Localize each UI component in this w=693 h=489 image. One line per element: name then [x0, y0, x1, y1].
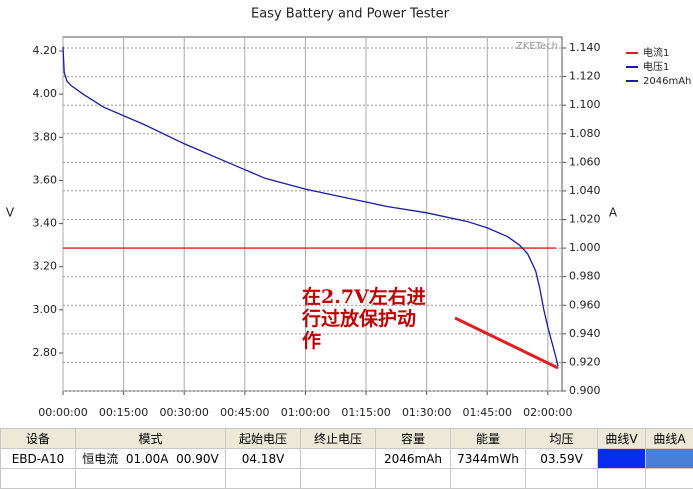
y2-tick-label: 1.060 — [569, 155, 601, 168]
y2-tick-label: 0.940 — [569, 327, 601, 340]
y2-tick-label: 1.000 — [569, 241, 601, 254]
y2-tick-label: 1.020 — [569, 213, 601, 226]
y2-tick-label: 1.140 — [569, 41, 601, 54]
chart: Easy Battery and Power Tester V A ZKETec… — [0, 0, 693, 428]
x-tick-label: 01:45:00 — [463, 406, 512, 419]
header-cell: 曲线A — [646, 429, 693, 449]
cell: 恒电流 01.00A 00.90V — [76, 449, 226, 469]
y-tick-label: 3.40 — [33, 217, 58, 230]
x-tick-label: 01:00:00 — [281, 406, 330, 419]
header-cell: 曲线V — [598, 429, 646, 449]
annotation: 行过放保护动 — [301, 307, 416, 330]
y-tick-label: 4.20 — [33, 44, 58, 57]
y2-axis-label: A — [609, 206, 618, 220]
x-tick-label: 00:15:00 — [99, 406, 148, 419]
y2-tick-label: 0.900 — [569, 384, 601, 397]
cell — [301, 449, 376, 469]
watermark: ZKETech — [516, 41, 558, 52]
curve-v-color[interactable] — [598, 449, 646, 469]
header-cell: 终止电压 — [301, 429, 376, 449]
cell: 04.18V — [226, 449, 301, 469]
annotation: 作 — [302, 329, 321, 352]
y2-tick-label: 1.040 — [569, 184, 601, 197]
y-tick-label: 3.80 — [33, 130, 58, 143]
y2-tick-label: 0.920 — [569, 355, 601, 368]
y-tick-label: 4.00 — [33, 87, 58, 100]
y-tick-label: 3.20 — [33, 260, 58, 273]
header-cell: 能量 — [451, 429, 526, 449]
y2-tick-label: 1.120 — [569, 70, 601, 83]
cell: EBD-A10 — [1, 449, 76, 469]
y-tick-label: 3.00 — [33, 303, 58, 316]
y2-tick-label: 1.080 — [569, 127, 601, 140]
chart-title: Easy Battery and Power Tester — [251, 7, 450, 22]
x-tick-label: 02:00:00 — [523, 406, 572, 419]
x-tick-label: 00:30:00 — [160, 406, 209, 419]
data-row: EBD-A10 恒电流 01.00A 00.90V 04.18V 2046mAh… — [1, 449, 693, 469]
header-cell: 起始电压 — [226, 429, 301, 449]
x-tick-label: 00:45:00 — [220, 406, 269, 419]
y-tick-label: 2.80 — [33, 346, 58, 359]
header-cell: 均压 — [526, 429, 598, 449]
curve-a-color[interactable] — [646, 449, 693, 469]
y2-tick-label: 0.980 — [569, 270, 601, 283]
annotation-arrow — [455, 318, 558, 368]
x-tick-label: 00:00:00 — [38, 406, 87, 419]
header-cell: 设备 — [1, 429, 76, 449]
legend-label: 电流1 — [643, 46, 669, 59]
y-axis-label: V — [6, 206, 15, 220]
header-cell: 容量 — [376, 429, 451, 449]
y2-tick-label: 1.100 — [569, 98, 601, 111]
x-tick-label: 01:30:00 — [402, 406, 451, 419]
cell: 2046mAh — [376, 449, 451, 469]
y2-tick-label: 0.960 — [569, 298, 601, 311]
legend-label: 电压1 — [643, 60, 669, 73]
cell: 7344mWh — [451, 449, 526, 469]
header-cell: 模式 — [76, 429, 226, 449]
empty-row — [1, 469, 693, 489]
legend-label: 2046mAh — [643, 76, 691, 87]
annotation: 在2.7V左右进 — [302, 285, 426, 308]
x-tick-label: 01:15:00 — [341, 406, 390, 419]
y-tick-label: 3.60 — [33, 173, 58, 186]
cell: 03.59V — [526, 449, 598, 469]
